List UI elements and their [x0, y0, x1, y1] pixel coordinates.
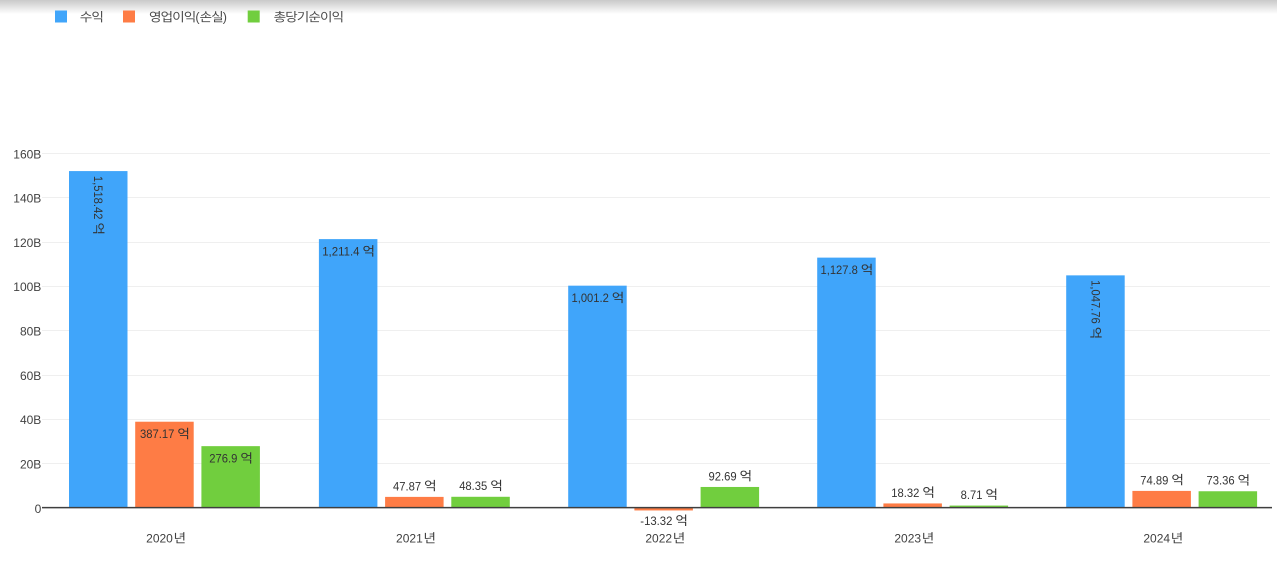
svg-text:1,047.76: 1,047.76 [1088, 280, 1102, 324]
svg-text:2024: 2024 [1143, 532, 1170, 546]
svg-text:0: 0 [35, 502, 42, 516]
svg-text:1,001.2: 1,001.2 [572, 291, 610, 305]
svg-text:8.71: 8.71 [961, 488, 983, 502]
svg-text:47.87: 47.87 [393, 479, 421, 493]
svg-text:74.89: 74.89 [1140, 473, 1168, 487]
svg-text:160B: 160B [13, 147, 41, 161]
svg-text:92.69: 92.69 [709, 469, 737, 483]
svg-text:1,211.4: 1,211.4 [322, 245, 360, 259]
svg-text:20B: 20B [20, 457, 41, 471]
svg-text:2023: 2023 [894, 532, 921, 546]
svg-text:80B: 80B [20, 325, 41, 339]
svg-text:(: ( [195, 10, 200, 24]
svg-text:2022: 2022 [645, 532, 672, 546]
svg-text:2020: 2020 [146, 532, 173, 546]
svg-text:40B: 40B [20, 413, 41, 427]
svg-text:140B: 140B [13, 192, 41, 206]
svg-text:276.9: 276.9 [209, 452, 237, 466]
svg-text:387.17: 387.17 [140, 427, 175, 441]
svg-text:60B: 60B [20, 369, 41, 383]
svg-text:18.32: 18.32 [891, 486, 919, 500]
svg-text:1,518.42: 1,518.42 [91, 176, 105, 220]
svg-text:2021: 2021 [396, 532, 423, 546]
svg-text:-13.32: -13.32 [640, 514, 672, 528]
svg-text:48.35: 48.35 [459, 479, 487, 493]
svg-text:100B: 100B [13, 280, 41, 294]
svg-text:73.36: 73.36 [1207, 474, 1235, 488]
svg-text:): ) [223, 10, 227, 24]
svg-text:1,127.8: 1,127.8 [821, 263, 859, 277]
svg-text:120B: 120B [13, 236, 41, 250]
